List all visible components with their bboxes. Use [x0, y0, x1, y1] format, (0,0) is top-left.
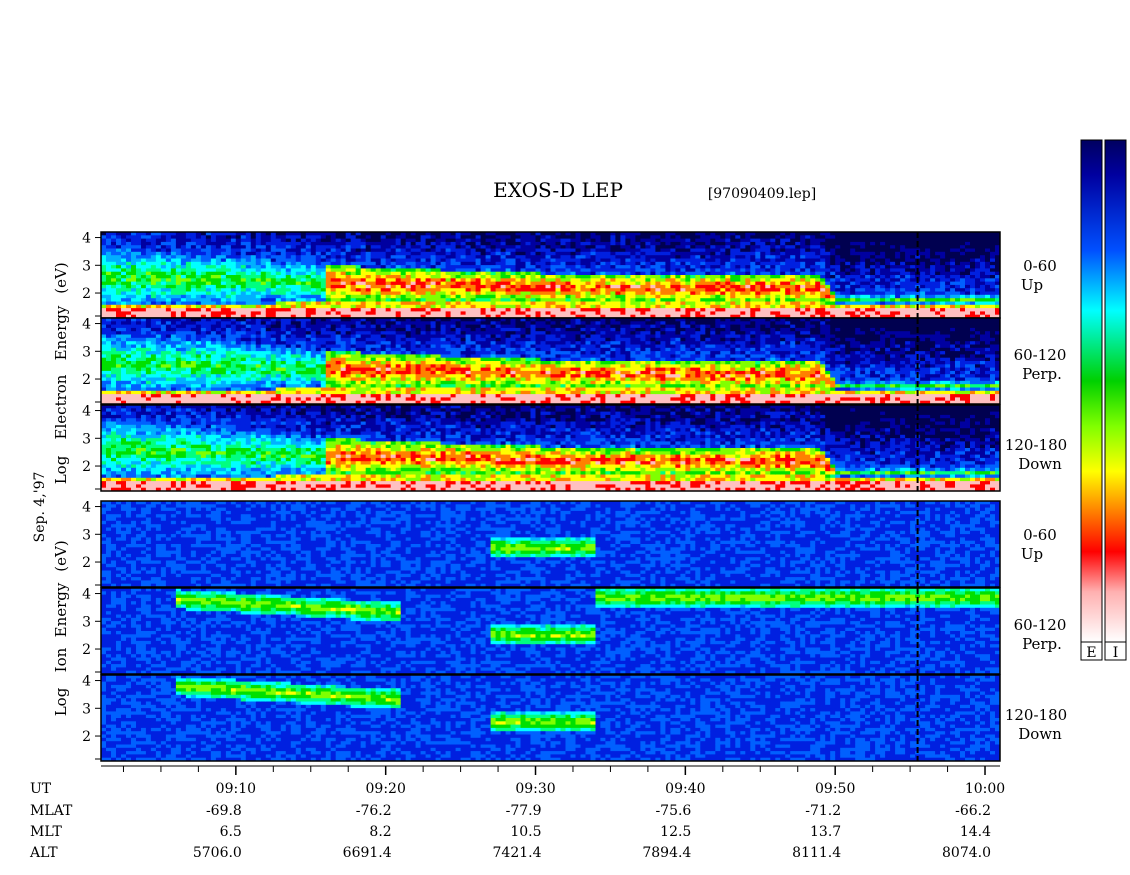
- time-axis: [101, 765, 1000, 775]
- ephemeris-row-label: MLT: [30, 824, 62, 840]
- panel-frame: [100, 674, 1001, 762]
- ephemeris-value: 5706.0: [193, 845, 242, 861]
- y-tick-label: 4: [82, 231, 91, 247]
- y-tick-label: 2: [82, 642, 91, 658]
- y-tick-label: 4: [82, 587, 91, 603]
- ephemeris-value: 09:50: [815, 781, 855, 797]
- ephemeris-value: 6.5: [220, 824, 242, 840]
- ephemeris-value: 12.5: [660, 824, 691, 840]
- panel-e-120-180: 2 3 4: [82, 404, 1001, 492]
- y-tick-label: 3: [82, 431, 91, 447]
- ephemeris-value: -71.2: [805, 803, 841, 819]
- pitch-label-e2: 120-180: [1005, 436, 1067, 454]
- panel-i-60-120: 2 3 4: [82, 587, 1001, 675]
- pitch-label-e1-dir: Perp.: [1022, 365, 1062, 383]
- colorbar-label-i: I: [1113, 645, 1119, 661]
- ion-ylabel-species: Ion: [52, 647, 70, 672]
- colorbar-ion: I: [1104, 139, 1127, 661]
- ephemeris-value: 8.2: [369, 824, 391, 840]
- pitch-label-i2: 120-180: [1005, 706, 1067, 724]
- ephemeris-table: UT 09:10 09:20 09:30 09:40 09:50 10:00 MLAT -69.…: [29, 781, 1005, 861]
- panel-e-60-120: 2 3 4: [82, 317, 1001, 405]
- chart-title: EXOS-D LEP: [493, 178, 623, 202]
- y-tick-label: 4: [82, 500, 91, 516]
- y-tick-label: 2: [82, 372, 91, 388]
- y-tick-label: 4: [82, 674, 91, 690]
- ephemeris-value: 09:10: [216, 781, 256, 797]
- ion-ylabel-energy: Energy: [52, 582, 70, 637]
- pitch-label-e2-dir: Down: [1018, 455, 1062, 473]
- ephemeris-value: -75.6: [655, 803, 691, 819]
- y-tick-label: 4: [82, 404, 91, 420]
- electron-ylabel-species: Electron: [52, 374, 70, 439]
- electron-ylabel-log: Log: [52, 455, 70, 484]
- y-tick-label: 2: [82, 729, 91, 745]
- ephemeris-value: 10.5: [510, 824, 541, 840]
- electron-ylabel: Log Electron Energy (eV): [52, 262, 70, 484]
- electron-ylabel-unit: (eV): [52, 262, 70, 293]
- ephemeris-value: 13.7: [810, 824, 841, 840]
- panel-i-120-180: 2 3 4: [82, 674, 1001, 762]
- panel-frame: [100, 404, 1001, 492]
- panel-i-0-60: 2 3 4: [82, 500, 1001, 588]
- y-tick-label: 3: [82, 344, 91, 360]
- ion-ylabel: Log Ion Energy (eV): [52, 540, 70, 716]
- file-label: [97090409.lep]: [708, 186, 816, 202]
- pitch-label-e0: 0-60: [1023, 257, 1057, 275]
- ephemeris-value: 7894.4: [642, 845, 691, 861]
- ephemeris-value: -76.2: [356, 803, 392, 819]
- pitch-label-e0-dir: Up: [1021, 276, 1043, 294]
- pitch-label-i0: 0-60: [1023, 526, 1057, 544]
- electron-ylabel-energy: Energy: [52, 305, 70, 360]
- panel-frame: [100, 500, 1001, 588]
- ephemeris-value: -69.8: [206, 803, 242, 819]
- ephemeris-value: 10:00: [965, 781, 1005, 797]
- spectrogram-panels: 2 3 4 2 3 4 2 3 4 2 3 4 2 3 4 2 3 4: [82, 231, 1001, 762]
- y-tick-label: 3: [82, 527, 91, 543]
- y-tick-label: 3: [82, 614, 91, 630]
- pitch-labels: 0-60 Up 60-120 Perp. 120-180 Down 0-60 U…: [1005, 257, 1067, 743]
- y-tick-label: 4: [82, 317, 91, 333]
- colorbar-electron: E: [1080, 139, 1103, 661]
- y-tick-label: 2: [82, 459, 91, 475]
- pitch-label-i1: 60-120: [1014, 616, 1067, 634]
- ephemeris-row-label: ALT: [29, 845, 58, 861]
- y-tick-label: 3: [82, 701, 91, 717]
- ephemeris-value: 09:40: [665, 781, 705, 797]
- panel-frame: [100, 317, 1001, 405]
- y-tick-label: 2: [82, 555, 91, 571]
- pitch-label-i2-dir: Down: [1018, 725, 1062, 743]
- ion-ylabel-log: Log: [52, 687, 70, 716]
- ephemeris-value: 6691.4: [343, 845, 392, 861]
- pitch-label-e1: 60-120: [1014, 346, 1067, 364]
- pitch-label-i0-dir: Up: [1021, 545, 1043, 563]
- date-label: Sep. 4,'97: [32, 472, 48, 543]
- panel-e-0-60: 2 3 4: [82, 231, 1001, 319]
- ephemeris-value: -66.2: [955, 803, 991, 819]
- y-tick-label: 2: [82, 286, 91, 302]
- ephemeris-value: 8074.0: [942, 845, 991, 861]
- ephemeris-row-label: MLAT: [30, 803, 73, 819]
- y-tick-label: 3: [82, 258, 91, 274]
- ephemeris-value: 8111.4: [792, 845, 841, 861]
- ephemeris-value: 7421.4: [493, 845, 542, 861]
- ion-ylabel-unit: (eV): [52, 540, 70, 571]
- pitch-label-i1-dir: Perp.: [1022, 635, 1062, 653]
- ephemeris-value: 09:20: [366, 781, 406, 797]
- colorbar-label-e: E: [1086, 645, 1096, 661]
- ephemeris-value: 14.4: [960, 824, 991, 840]
- ephemeris-value: -77.9: [506, 803, 542, 819]
- panel-frame: [100, 587, 1001, 675]
- ephemeris-value: 09:30: [515, 781, 555, 797]
- ephemeris-row-label: UT: [30, 781, 52, 797]
